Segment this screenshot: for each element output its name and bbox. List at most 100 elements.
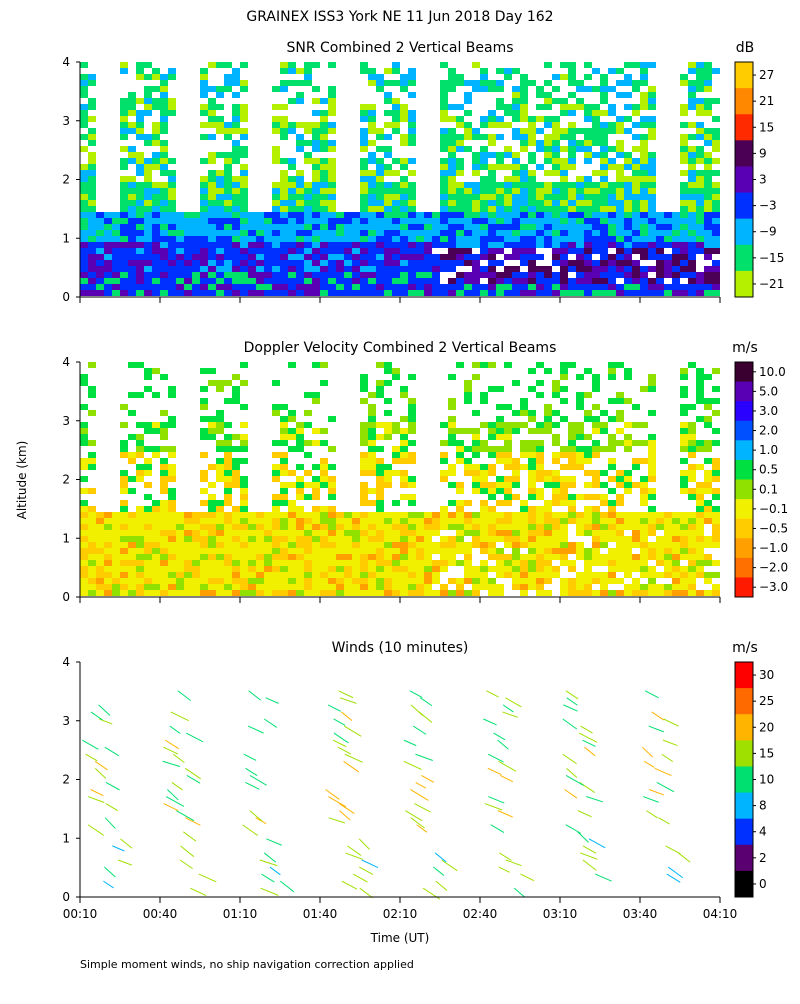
data-cell — [600, 152, 608, 158]
data-cell — [664, 254, 672, 260]
data-cell — [448, 590, 456, 596]
data-cell — [656, 242, 664, 248]
data-cell — [536, 506, 544, 512]
data-cell — [256, 278, 264, 284]
data-cell — [152, 212, 160, 218]
data-cell — [672, 548, 680, 554]
data-cell — [448, 440, 456, 446]
data-cell — [680, 224, 688, 230]
data-cell — [624, 62, 632, 68]
data-cell — [704, 506, 712, 512]
data-cell — [272, 410, 280, 416]
data-cell — [392, 536, 400, 542]
data-cell — [160, 170, 168, 176]
wind-barb — [586, 796, 604, 803]
data-cell — [568, 542, 576, 548]
data-cell — [696, 542, 704, 548]
data-cell — [600, 542, 608, 548]
data-cell — [240, 434, 248, 440]
data-cell — [688, 446, 696, 452]
data-cell — [568, 428, 576, 434]
data-cell — [464, 470, 472, 476]
data-cell — [448, 434, 456, 440]
data-cell — [192, 554, 200, 560]
data-cell — [536, 146, 544, 152]
data-cell — [592, 560, 600, 566]
data-cell — [568, 152, 576, 158]
data-cell — [176, 212, 184, 218]
data-cell — [272, 212, 280, 218]
wind-barb — [163, 746, 179, 755]
data-cell — [312, 524, 320, 530]
data-cell — [208, 584, 216, 590]
data-cell — [80, 206, 88, 212]
data-cell — [328, 176, 336, 182]
data-cell — [680, 428, 688, 434]
wind-barb — [333, 732, 349, 744]
data-cell — [200, 368, 208, 374]
data-cell — [688, 404, 696, 410]
data-cell — [552, 152, 560, 158]
data-cell — [448, 422, 456, 428]
data-cell — [472, 218, 480, 224]
data-cell — [664, 212, 672, 218]
data-cell — [584, 512, 592, 518]
data-cell — [376, 182, 384, 188]
data-cell — [632, 482, 640, 488]
data-cell — [544, 194, 552, 200]
data-cell — [440, 536, 448, 542]
data-cell — [184, 542, 192, 548]
data-cell — [520, 560, 528, 566]
data-cell — [248, 590, 256, 596]
data-cell — [568, 248, 576, 254]
data-cell — [576, 236, 584, 242]
data-cell — [488, 536, 496, 542]
data-cell — [696, 230, 704, 236]
data-cell — [216, 92, 224, 98]
data-cell — [408, 260, 416, 266]
data-cell — [280, 158, 288, 164]
data-cell — [384, 278, 392, 284]
data-cell — [496, 272, 504, 278]
data-cell — [368, 254, 376, 260]
data-cell — [512, 290, 520, 296]
data-cell — [600, 242, 608, 248]
data-cell — [648, 134, 656, 140]
data-cell — [648, 530, 656, 536]
data-cell — [80, 584, 88, 590]
data-cell — [480, 464, 488, 470]
data-cell — [472, 134, 480, 140]
data-cell — [376, 476, 384, 482]
data-cell — [368, 182, 376, 188]
data-cell — [128, 98, 136, 104]
data-cell — [328, 482, 336, 488]
data-cell — [664, 224, 672, 230]
data-cell — [672, 254, 680, 260]
data-cell — [96, 224, 104, 230]
data-cell — [160, 590, 168, 596]
data-cell — [488, 236, 496, 242]
data-cell — [624, 446, 632, 452]
data-cell — [80, 542, 88, 548]
data-cell — [240, 248, 248, 254]
data-cell — [416, 560, 424, 566]
data-cell — [544, 242, 552, 248]
data-cell — [624, 422, 632, 428]
data-cell — [408, 590, 416, 596]
wind-barb — [162, 760, 181, 767]
wind-barb — [183, 831, 197, 842]
data-cell — [432, 236, 440, 242]
data-cell — [504, 266, 512, 272]
data-cell — [256, 560, 264, 566]
panel-title: Winds (10 minutes) — [332, 640, 469, 656]
data-cell — [200, 182, 208, 188]
data-cell — [376, 392, 384, 398]
data-cell — [152, 122, 160, 128]
data-cell — [288, 194, 296, 200]
data-cell — [544, 218, 552, 224]
data-cell — [512, 524, 520, 530]
data-cell — [448, 170, 456, 176]
data-cell — [272, 500, 280, 506]
data-cell — [400, 386, 408, 392]
colorbar-swatch — [735, 714, 753, 741]
